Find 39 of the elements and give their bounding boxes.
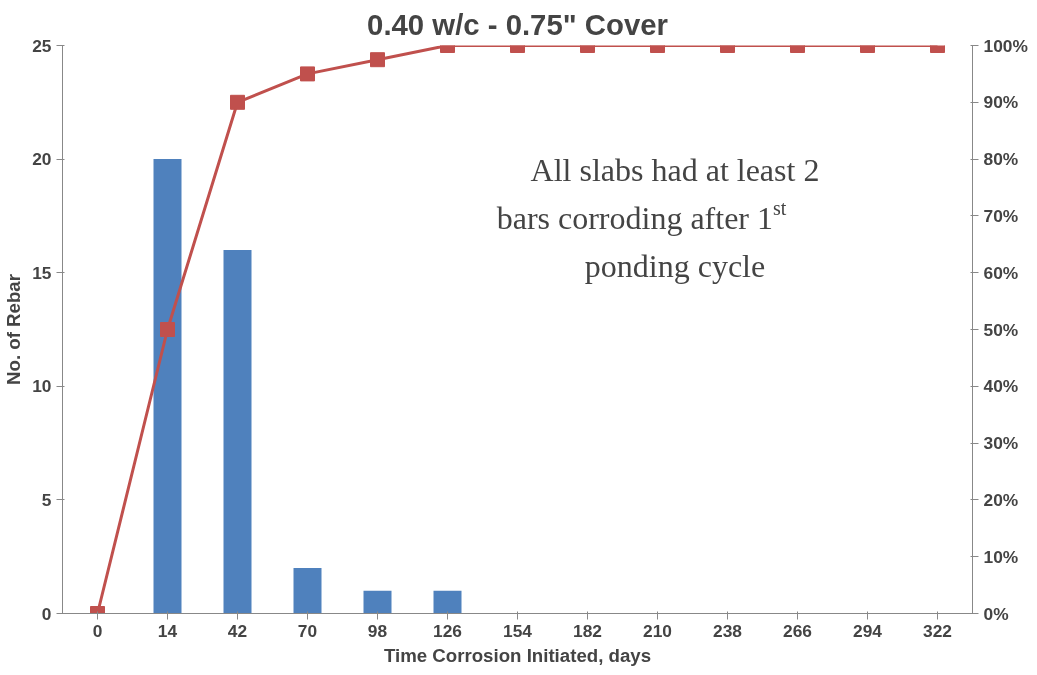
y2-tick-label: 20% <box>983 489 1019 510</box>
x-tick-label: 42 <box>227 620 248 641</box>
bar <box>363 590 392 614</box>
y2-tick-label: 10% <box>983 546 1019 567</box>
x-axis-title: Time Corrosion Initiated, days <box>383 644 652 666</box>
x-tick-label: 98 <box>367 620 388 641</box>
y2-tick-label: 40% <box>983 376 1019 397</box>
x-tick-label: 182 <box>573 620 602 641</box>
x-tick-label: 14 <box>157 620 178 641</box>
y-tick-label: 5 <box>41 489 52 510</box>
bar <box>153 159 182 614</box>
y-tick-label: 15 <box>32 262 52 283</box>
bar <box>433 590 462 614</box>
bar <box>293 568 322 614</box>
x-tick-label: 0 <box>92 620 103 641</box>
y-tick-label: 20 <box>32 149 52 170</box>
x-tick-label: 322 <box>923 620 952 641</box>
y2-tick-label: 0% <box>983 603 1009 624</box>
y-tick-label: 0 <box>41 603 52 624</box>
y2-tick-label: 50% <box>983 319 1019 340</box>
x-tick-label: 294 <box>853 620 883 641</box>
x-tick-label: 210 <box>643 620 672 641</box>
x-tick-label: 126 <box>433 620 463 641</box>
y2-tick-label: 100% <box>983 35 1028 56</box>
y-tick-label: 10 <box>32 376 52 397</box>
y2-tick-label: 30% <box>983 433 1019 454</box>
y-axis-title: No. of Rebar <box>3 274 25 385</box>
point <box>160 322 175 337</box>
y2-tick-label: 90% <box>983 92 1019 113</box>
chart-title: 0.40 w/c - 0.75" Cover <box>367 7 668 41</box>
y2-tick-label: 80% <box>983 149 1019 170</box>
y2-tick-label: 60% <box>983 262 1019 283</box>
y-tick-label: 25 <box>32 35 52 56</box>
x-tick-label: 238 <box>713 620 743 641</box>
x-tick-label: 154 <box>503 620 533 641</box>
x-tick-label: 266 <box>783 620 813 641</box>
x-tick-label: 70 <box>297 620 318 641</box>
bar <box>223 249 252 614</box>
y2-tick-label: 70% <box>983 205 1019 226</box>
